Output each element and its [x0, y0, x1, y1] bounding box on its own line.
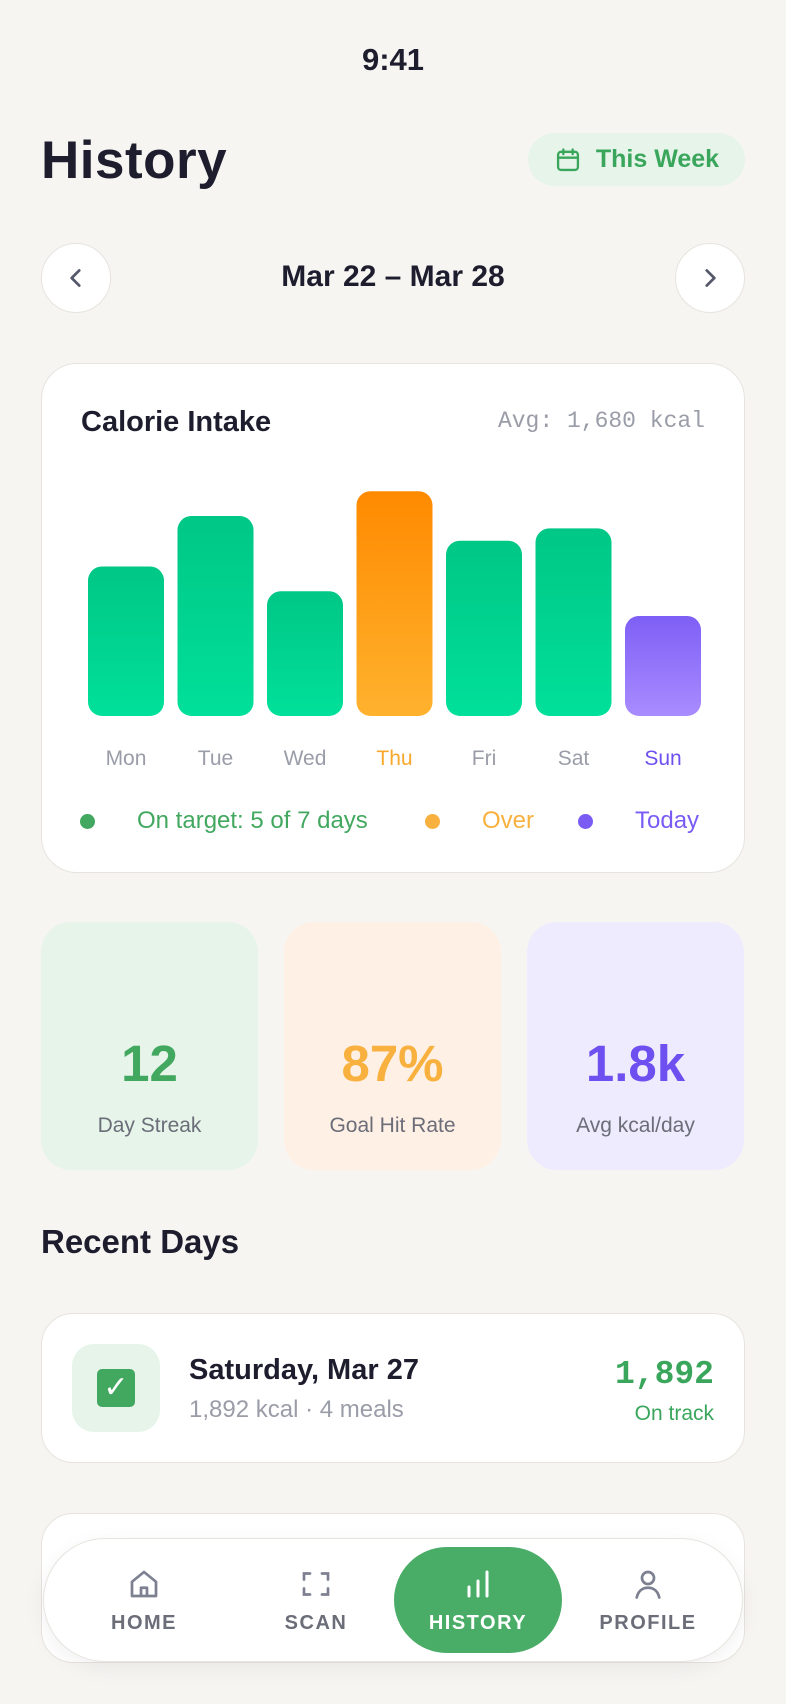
page-title: History: [41, 131, 228, 190]
legend-today: Today: [635, 807, 700, 834]
stat-label: Goal Hit Rate: [329, 1114, 456, 1137]
chart-title: Calorie Intake: [81, 406, 272, 438]
legend-dot-on-target: [80, 814, 95, 829]
date-range: Mar 22 – Mar 28: [281, 260, 505, 293]
legend-dot-over: [425, 814, 440, 829]
chevron-right-icon: [705, 269, 716, 287]
bar-sat[interactable]: [535, 528, 612, 716]
previous-week-button[interactable]: [41, 243, 111, 313]
day-label-thu: Thu: [376, 747, 413, 770]
recent-day-name: Saturday, Mar 27: [189, 1354, 419, 1386]
legend-over: Over: [482, 807, 535, 834]
check-icon: ✓: [97, 1369, 135, 1407]
stat-card-goal-hit-rate: 87% Goal Hit Rate: [284, 922, 501, 1170]
recent-day-kcal: 1,892: [614, 1356, 714, 1393]
day-label-mon: Mon: [105, 747, 147, 770]
this-week-button[interactable]: This Week: [528, 133, 745, 186]
bar-fri[interactable]: [446, 540, 522, 716]
bar-tue[interactable]: [177, 515, 254, 716]
recent-day-summary: 1,892 kcal · 4 meals: [189, 1396, 404, 1423]
tab-profile[interactable]: PROFILE: [564, 1547, 732, 1653]
bottom-tab-bar: HOME SCAN HISTORY PROFILE: [43, 1538, 743, 1662]
tab-label: SCAN: [284, 1611, 348, 1634]
tab-label: HOME: [111, 1611, 177, 1634]
chart-average: Avg: 1,680 kcal: [497, 408, 705, 434]
bar-sun[interactable]: [625, 615, 701, 716]
legend-dot-today: [578, 814, 593, 829]
home-icon: [130, 1570, 158, 1597]
stat-card-streak: 12 Day Streak: [41, 922, 258, 1170]
day-label-tue: Tue: [197, 747, 234, 770]
profile-icon: [635, 1570, 661, 1599]
bar-mon[interactable]: [88, 566, 164, 716]
scan-icon: [302, 1571, 330, 1596]
calorie-chart-card: Calorie Intake Avg: 1,680 kcal Mon Tue Wed…: [41, 363, 745, 873]
bar-wed[interactable]: [267, 591, 343, 716]
legend-on-target: On target: 5 of 7 days: [137, 807, 368, 834]
stat-value: 12: [121, 1035, 178, 1092]
bar-thu[interactable]: [356, 491, 433, 716]
day-labels: Mon Tue Wed Thu Fri Sat Sun: [42, 747, 746, 777]
this-week-label: This Week: [595, 145, 720, 173]
next-week-button[interactable]: [675, 243, 745, 313]
stat-value: 87%: [341, 1035, 444, 1092]
recent-day-item[interactable]: ✓ Saturday, Mar 27 1,892 kcal · 4 meals …: [41, 1313, 745, 1463]
day-label-sat: Sat: [557, 747, 590, 770]
tab-label: HISTORY: [428, 1611, 528, 1634]
calorie-bar-chart: [88, 491, 701, 716]
recent-day-status: On track: [634, 1402, 714, 1425]
status-time: 9:41: [361, 42, 425, 77]
stat-label: Avg kcal/day: [576, 1114, 695, 1137]
day-status-icon-box: ✓: [72, 1344, 160, 1432]
stat-value: 1.8k: [585, 1035, 686, 1092]
chevron-left-icon: [70, 269, 81, 287]
chart-legend: On target: 5 of 7 days Over Today: [42, 804, 746, 840]
tab-scan[interactable]: SCAN: [232, 1547, 400, 1653]
recent-days-title: Recent Days: [41, 1223, 240, 1260]
stat-label: Day Streak: [97, 1114, 202, 1137]
stat-card-avg-kcal: 1.8k Avg kcal/day: [527, 922, 744, 1170]
tab-history[interactable]: HISTORY: [394, 1547, 562, 1653]
tab-label: PROFILE: [599, 1611, 697, 1634]
bar-chart-icon: [467, 1570, 489, 1597]
tab-home[interactable]: HOME: [60, 1547, 228, 1653]
day-label-wed: Wed: [283, 747, 327, 770]
day-label-fri: Fri: [471, 747, 497, 770]
day-label-sun: Sun: [644, 747, 682, 770]
calendar-icon: [556, 147, 579, 171]
